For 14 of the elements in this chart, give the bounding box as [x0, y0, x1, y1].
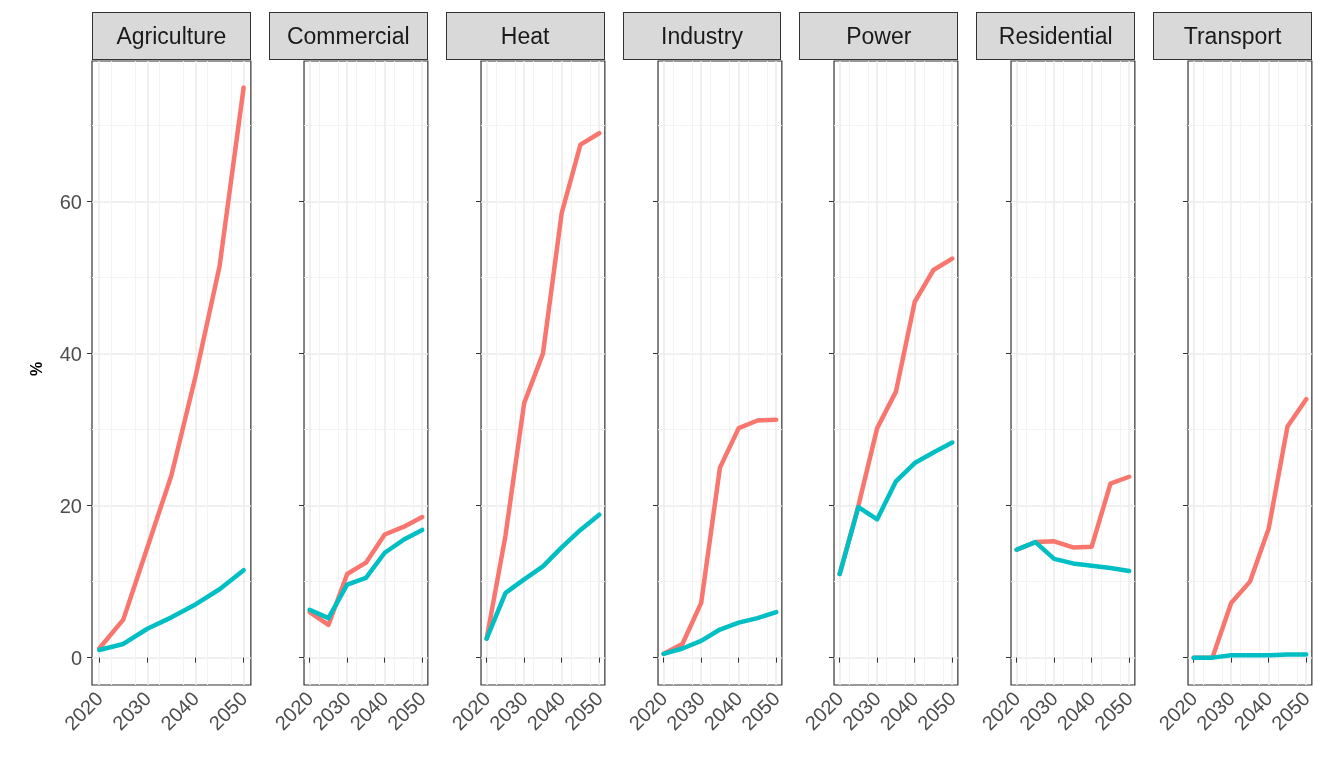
chart-title: Heat: [445, 12, 605, 60]
chart-title: Residential: [976, 12, 1136, 60]
chart-title: Agriculture: [92, 12, 251, 60]
y-tick-label: 20: [59, 494, 82, 517]
y-tick-label: 60: [59, 190, 82, 213]
chart-title: Transport: [1153, 12, 1312, 60]
chart-title: Power: [799, 12, 959, 60]
chart-title: Commercial: [268, 12, 428, 60]
y-tick-label: 0: [70, 646, 82, 669]
y-tick-label: 40: [59, 342, 82, 365]
line-series: [96, 567, 246, 653]
line-series: [96, 85, 246, 651]
chart-title: Industry: [622, 12, 782, 60]
y-axis-title: %: [28, 361, 47, 377]
